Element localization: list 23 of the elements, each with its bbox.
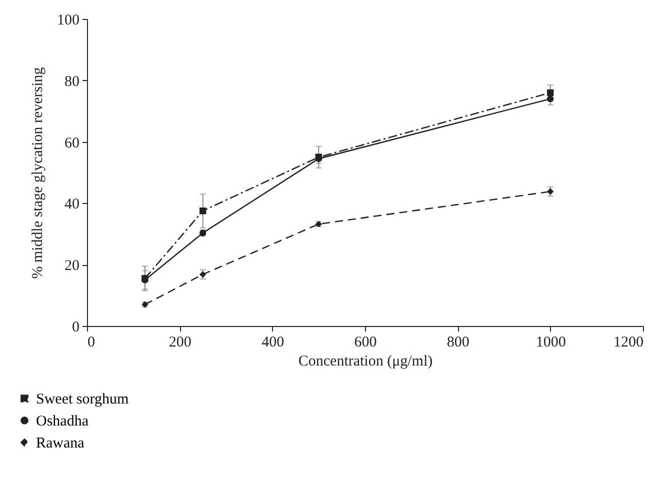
point — [199, 208, 206, 214]
legend-label: Rawana — [36, 436, 85, 452]
point — [199, 271, 206, 278]
point — [546, 95, 554, 102]
legend-label: Sweet sorghum — [36, 392, 129, 408]
x-tick-label: 200 — [168, 334, 192, 350]
x-tick-label: 0 — [88, 334, 95, 350]
legend-label: Oshadha — [36, 414, 89, 430]
point — [546, 188, 554, 195]
y-tick-label: 80 — [64, 74, 80, 90]
y-tick-label: 20 — [64, 258, 80, 274]
x-tick-label: 1200 — [614, 334, 644, 350]
y-tick-label: 60 — [64, 135, 80, 152]
y-tick-label: 40 — [64, 196, 80, 213]
x-tick-label: 600 — [354, 334, 377, 350]
y-tick-label: 100 — [57, 12, 80, 28]
y-tick-label: 0 — [72, 320, 80, 336]
x-axis-title: Concentration (μg/ml) — [298, 354, 433, 370]
point — [546, 89, 554, 96]
x-tick-label: 800 — [446, 334, 470, 350]
y-axis-title: % middle stage glycation reversing — [30, 66, 46, 279]
x-tick-label: 400 — [262, 334, 284, 350]
x-tick-label: 1000 — [536, 334, 566, 350]
